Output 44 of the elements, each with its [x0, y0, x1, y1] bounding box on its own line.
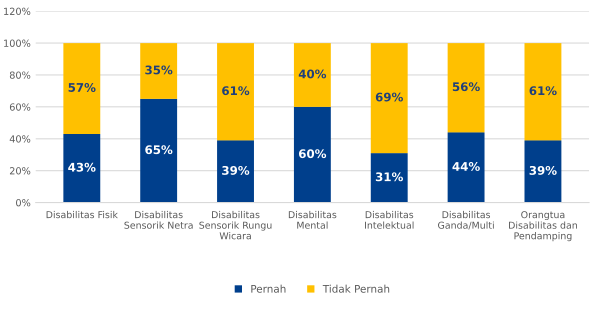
bar — [217, 43, 254, 140]
bar — [294, 43, 331, 107]
y-tick-label: 60% — [10, 103, 30, 111]
y-tick-label: 100% — [4, 40, 30, 47]
x-tick-label: Disabilitas Sensorik Rungu Wicara — [199, 210, 272, 240]
data-label: 60% — [298, 149, 326, 158]
bar — [524, 43, 562, 140]
x-tick-label: Disabilitas Intelektual — [365, 210, 414, 229]
data-label: 39% — [222, 166, 250, 175]
data-label: 56% — [452, 82, 480, 92]
data-label: 39% — [530, 166, 557, 175]
bar — [448, 132, 485, 203]
y-tick-label: 20% — [10, 167, 30, 174]
y-tick-label: 120% — [4, 8, 30, 15]
bar — [448, 43, 485, 132]
bar — [63, 134, 100, 203]
x-tick-label: Orangtua Disabilitas dan Pendamping — [509, 211, 577, 242]
bar — [140, 43, 178, 99]
bar — [217, 140, 254, 203]
data-label: 57% — [68, 83, 96, 92]
x-tick-label: Disabilitas Sensorik Netra — [124, 210, 193, 229]
data-label: 65% — [145, 145, 172, 154]
legend-label: Pernah — [251, 284, 286, 293]
data-label: 35% — [145, 65, 172, 74]
bar — [140, 98, 178, 203]
data-label: 61% — [530, 86, 557, 96]
data-label: 69% — [376, 92, 403, 102]
x-tick-label: Disabilitas Mental — [288, 210, 336, 229]
y-tick-label: 40% — [10, 135, 30, 143]
data-label: 40% — [298, 69, 326, 78]
legend-label: Tidak Pernah — [322, 284, 390, 293]
data-label: 31% — [376, 172, 403, 182]
y-tick-label: 0% — [16, 199, 30, 206]
x-tick-label: Disabilitas Fisik — [46, 210, 118, 218]
bar — [294, 106, 331, 203]
y-tick-label: 80% — [10, 71, 30, 79]
bar — [370, 153, 408, 203]
data-label: 44% — [452, 162, 480, 171]
x-tick-label: Disabilitas Ganda/Multi — [438, 210, 494, 230]
bar — [370, 43, 408, 154]
data-label: 61% — [222, 86, 250, 96]
bar — [63, 43, 100, 134]
bar — [524, 140, 562, 203]
data-label: 43% — [68, 162, 96, 172]
